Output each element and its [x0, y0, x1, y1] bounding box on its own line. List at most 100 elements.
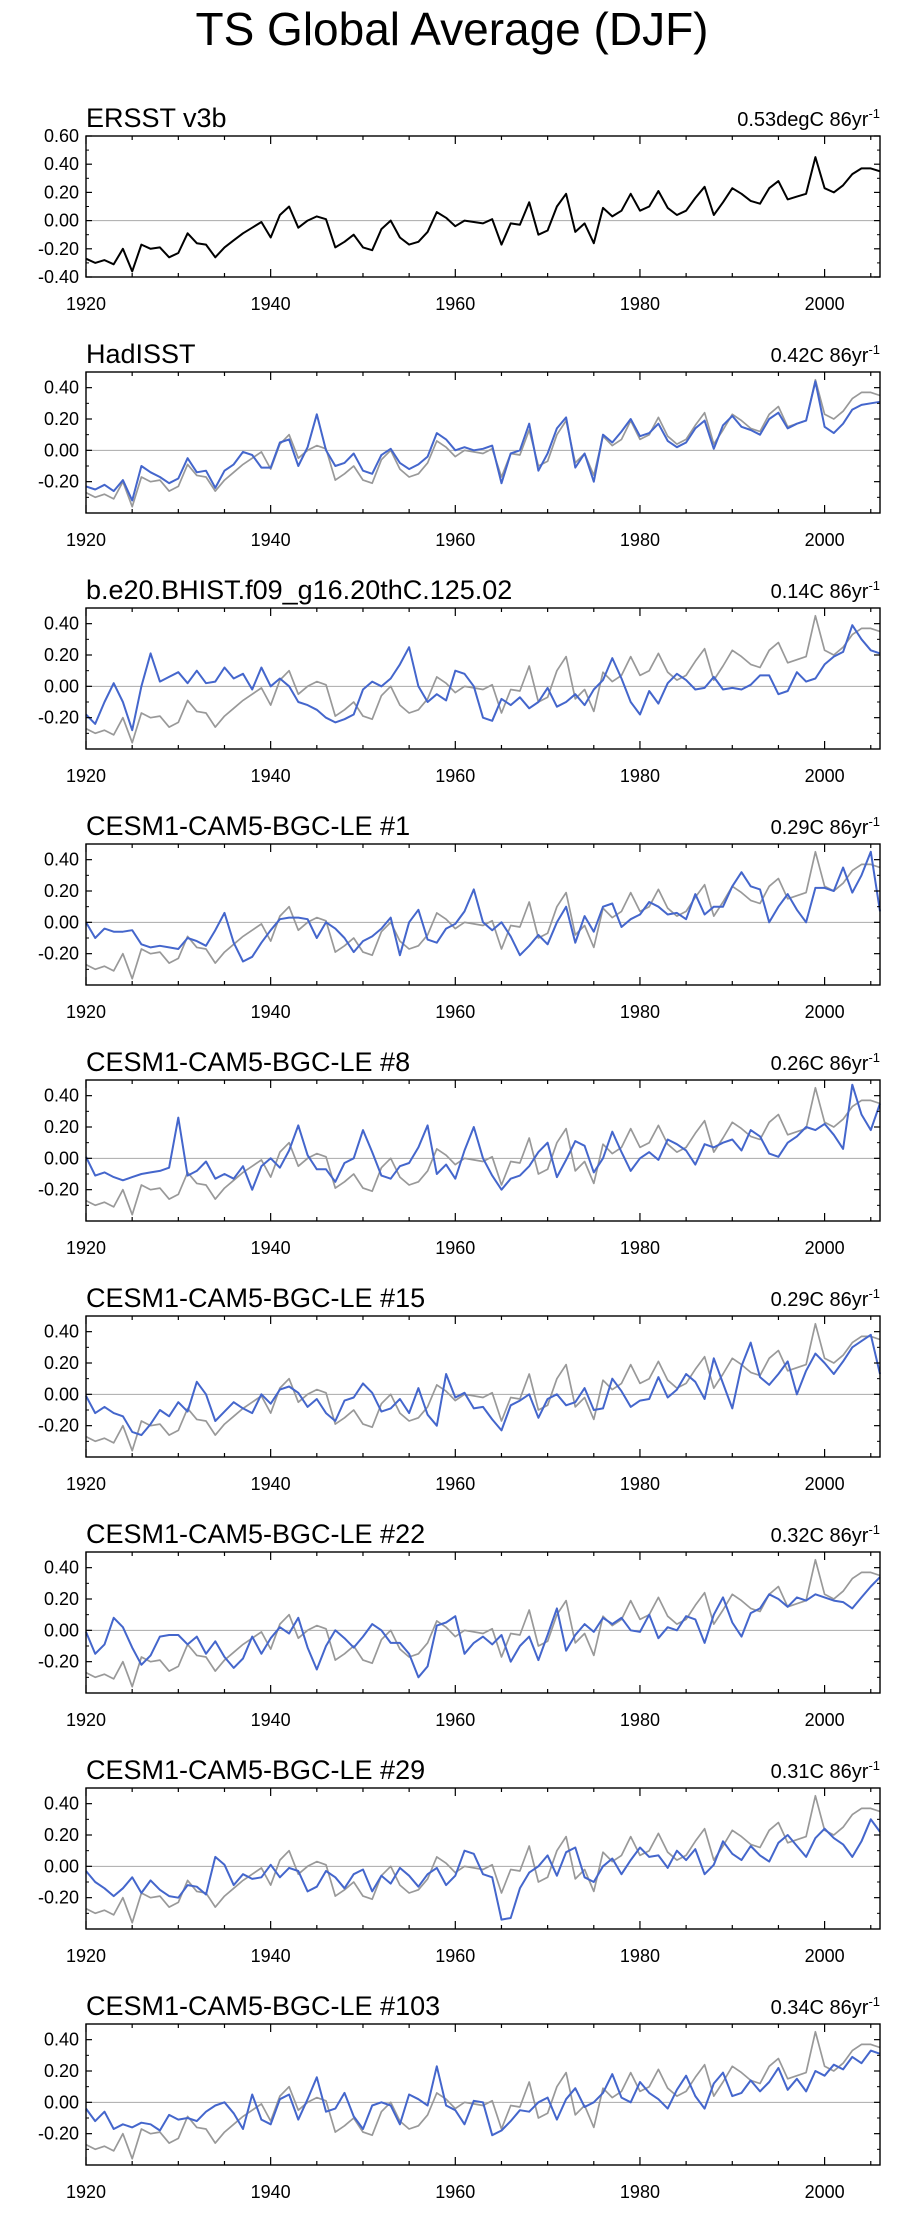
series-line-1 — [85, 1558, 881, 1688]
x-tick-label: 1980 — [620, 1238, 660, 1258]
trend-value: 0.26C 86yr — [771, 1053, 869, 1075]
plot-frame — [85, 1551, 881, 1694]
y-tick-label: 0.00 — [44, 211, 79, 231]
y-tick-label: -0.20 — [38, 1416, 79, 1436]
trend-exponent: -1 — [868, 106, 880, 121]
x-tick-label: 2000 — [805, 1238, 845, 1258]
trend-exponent: -1 — [868, 1050, 880, 1065]
trend-exponent: -1 — [868, 342, 880, 357]
panels: ERSST v3b 0.53degC 86yr-1-0.40-0.200.000.… — [38, 103, 881, 2202]
y-tick-label: 0.00 — [44, 1384, 79, 1404]
plot-frame — [85, 135, 881, 278]
x-tick-label: 1940 — [251, 1474, 291, 1494]
x-tick-label: 1960 — [435, 1002, 475, 1022]
y-tick-label: 0.40 — [44, 614, 79, 634]
x-tick-label: 1940 — [251, 766, 291, 786]
trend-value: 0.32C 86yr — [771, 1525, 869, 1547]
plot-frame — [85, 1315, 881, 1458]
x-tick-label: 1920 — [66, 1946, 106, 1966]
panel-4: CESM1-CAM5-BGC-LE #1 0.29C 86yr-1 -0.20 0.0… — [38, 811, 881, 1022]
panel-title: ERSST v3b — [86, 103, 227, 133]
trend-value: 0.53degC 86yr — [737, 109, 869, 131]
y-tick-label: 0.00 — [44, 440, 79, 460]
panel-trend: 0.34C 86yr-1 — [771, 1994, 880, 2019]
trend-value: 0.29C 86yr — [771, 817, 869, 839]
panel-1: ERSST v3b 0.53degC 86yr-1 -0.40 -0.20 0.00 0.… — [38, 103, 881, 314]
x-tick-label: 1960 — [435, 294, 475, 314]
y-tick-label: -0.20 — [38, 2124, 79, 2144]
plot-frame — [85, 1079, 881, 1222]
y-tick-label: 0.00 — [44, 2092, 79, 2112]
panel-trend: 0.31C 86yr-1 — [771, 1758, 880, 1783]
y-tick-label: 0.40 — [44, 154, 79, 174]
x-tick-label: 1940 — [251, 530, 291, 550]
panel-6: CESM1-CAM5-BGC-LE #15 0.29C 86yr-1 -0.20 0.… — [38, 1283, 881, 1494]
x-tick-label: 1980 — [620, 1474, 660, 1494]
panel-title: CESM1-CAM5-BGC-LE #22 — [86, 1519, 425, 1549]
trend-exponent: -1 — [868, 578, 880, 593]
y-tick-label: 0.00 — [44, 1856, 79, 1876]
x-tick-label: 1980 — [620, 294, 660, 314]
plot-frame — [85, 2023, 881, 2166]
y-tick-label: 0.40 — [44, 1322, 79, 1342]
y-tick-label: 0.60 — [44, 126, 79, 146]
trend-value: 0.31C 86yr — [771, 1761, 869, 1783]
panel-title: HadISST — [86, 339, 196, 369]
series-line-2 — [85, 1333, 881, 1437]
x-tick-label: 1960 — [435, 1710, 475, 1730]
x-tick-label: 1940 — [251, 1710, 291, 1730]
y-tick-label: 0.40 — [44, 378, 79, 398]
series-line-2 — [85, 1818, 881, 1921]
y-tick-label: 0.00 — [44, 912, 79, 932]
panel-title: CESM1-CAM5-BGC-LE #8 — [86, 1047, 410, 1077]
x-tick-label: 1980 — [620, 766, 660, 786]
trend-value: 0.14C 86yr — [771, 581, 869, 603]
series-line-2 — [85, 380, 881, 502]
y-tick-label: 0.20 — [44, 1589, 79, 1609]
panel-9: CESM1-CAM5-BGC-LE #103 0.34C 86yr-1 -0.20 0… — [38, 1991, 881, 2202]
x-tick-label: 1940 — [251, 1238, 291, 1258]
y-tick-label: -0.20 — [38, 708, 79, 728]
panel-title: CESM1-CAM5-BGC-LE #15 — [86, 1283, 425, 1313]
panel-trend: 0.53degC 86yr-1 — [737, 106, 880, 131]
x-tick-label: 1980 — [620, 1946, 660, 1966]
x-tick-label: 1980 — [620, 2182, 660, 2202]
y-tick-label: 0.00 — [44, 1148, 79, 1168]
x-tick-label: 2000 — [805, 294, 845, 314]
y-tick-label: -0.20 — [38, 239, 79, 259]
series-line-1 — [85, 614, 881, 744]
y-tick-label: 0.20 — [44, 2061, 79, 2081]
x-tick-label: 1920 — [66, 530, 106, 550]
y-tick-label: -0.20 — [38, 1888, 79, 1908]
y-tick-label: 0.20 — [44, 182, 79, 202]
x-tick-label: 1920 — [66, 1238, 106, 1258]
x-tick-label: 2000 — [805, 766, 845, 786]
figure-title: TS Global Average (DJF) — [195, 3, 708, 55]
y-tick-label: 0.40 — [44, 1558, 79, 1578]
series-line-2 — [85, 2049, 881, 2137]
series-line-2 — [85, 1083, 881, 1191]
x-tick-label: 1920 — [66, 1710, 106, 1730]
series-line-2 — [85, 1576, 881, 1679]
x-tick-label: 1960 — [435, 1474, 475, 1494]
x-tick-label: 1960 — [435, 1238, 475, 1258]
x-tick-label: 2000 — [805, 530, 845, 550]
panel-trend: 0.42C 86yr-1 — [771, 342, 880, 367]
x-tick-label: 2000 — [805, 1710, 845, 1730]
x-tick-label: 1960 — [435, 530, 475, 550]
series-line-1 — [85, 1086, 881, 1216]
panel-trend: 0.26C 86yr-1 — [771, 1050, 880, 1075]
x-tick-label: 1960 — [435, 766, 475, 786]
y-tick-label: -0.20 — [38, 472, 79, 492]
y-tick-label: 0.40 — [44, 850, 79, 870]
y-tick-label: 0.20 — [44, 645, 79, 665]
panel-2: HadISST 0.42C 86yr-1 -0.20 0.00 0.20 0.40 1920… — [38, 339, 881, 550]
trend-exponent: -1 — [868, 1522, 880, 1537]
plot-frame — [85, 1787, 881, 1930]
panel-trend: 0.14C 86yr-1 — [771, 578, 880, 603]
x-tick-label: 2000 — [805, 1946, 845, 1966]
panel-8: CESM1-CAM5-BGC-LE #29 0.31C 86yr-1 -0.20 0.… — [38, 1755, 881, 1966]
x-tick-label: 2000 — [805, 1474, 845, 1494]
panel-5: CESM1-CAM5-BGC-LE #8 0.26C 86yr-1 -0.20 0.0… — [38, 1047, 881, 1258]
trend-exponent: -1 — [868, 1286, 880, 1301]
